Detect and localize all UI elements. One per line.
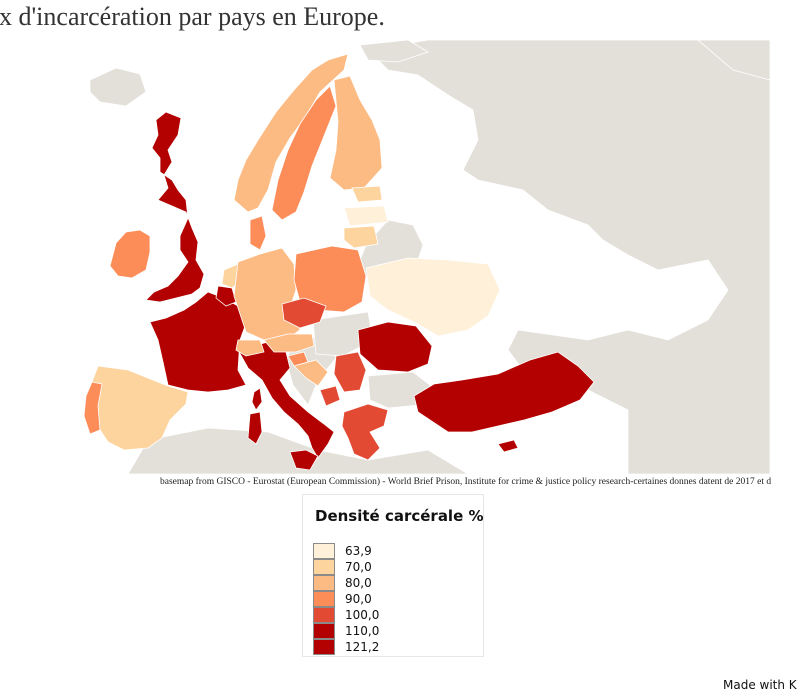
choropleth-map	[68, 40, 770, 474]
map-title: ux d'incarcération par pays en Europe.	[0, 2, 385, 31]
region-switzerland	[235, 339, 265, 357]
source-credit: basemap from GISCO - Eurostat (European …	[160, 477, 772, 487]
region-ireland	[109, 229, 151, 279]
region-romania	[357, 321, 433, 373]
land-russia-north	[359, 40, 429, 63]
region-finland	[329, 75, 383, 191]
region-czechia	[281, 297, 327, 329]
land-russia-east	[367, 40, 770, 474]
legend-label: 90,0	[345, 592, 372, 606]
legend-label: 63,9	[345, 544, 372, 558]
made-with-credit: Made with K	[723, 678, 797, 692]
region-serbia	[333, 351, 367, 393]
legend-swatch	[313, 575, 335, 591]
region-portugal	[83, 381, 103, 435]
region-croatia	[293, 359, 329, 387]
country-regions	[83, 53, 595, 471]
region-norway	[233, 53, 349, 213]
land-iceland	[89, 67, 147, 107]
legend-swatch	[313, 543, 335, 559]
legend-swatch	[313, 607, 335, 623]
legend-label: 110,0	[345, 624, 380, 638]
region-latvia	[343, 205, 389, 227]
region-sardinia	[247, 411, 263, 445]
region-belgium	[215, 285, 237, 307]
region-italy	[237, 341, 335, 459]
legend-swatch	[313, 623, 335, 639]
land-hungary-slovakia	[312, 311, 374, 357]
legend-swatch	[313, 559, 335, 575]
land-svalbard-east	[697, 40, 770, 81]
region-sicily	[289, 449, 319, 471]
region-ukraine	[365, 257, 501, 337]
region-greece	[341, 403, 389, 461]
legend-swatch	[313, 591, 335, 607]
region-denmark	[249, 215, 267, 251]
region-sweden	[271, 85, 337, 221]
region-montenegro	[319, 385, 341, 407]
region-germany	[233, 247, 301, 341]
legend: Densité carcérale % 63,9 70,0 80,0 90,0 …	[302, 494, 484, 657]
region-cyprus	[497, 439, 519, 453]
legend-label: 121,2	[345, 640, 380, 654]
region-poland	[293, 245, 367, 313]
region-austria	[263, 333, 315, 353]
region-lithuania	[343, 225, 379, 249]
legend-title: Densité carcérale %	[315, 507, 484, 525]
legend-label: 100,0	[345, 608, 380, 622]
region-corsica	[251, 387, 263, 411]
region-united-kingdom	[145, 111, 205, 303]
region-estonia	[351, 185, 383, 203]
legend-swatch	[313, 639, 335, 655]
legend-label: 70,0	[345, 560, 372, 574]
legend-label: 80,0	[345, 576, 372, 590]
region-turkey	[413, 351, 595, 433]
